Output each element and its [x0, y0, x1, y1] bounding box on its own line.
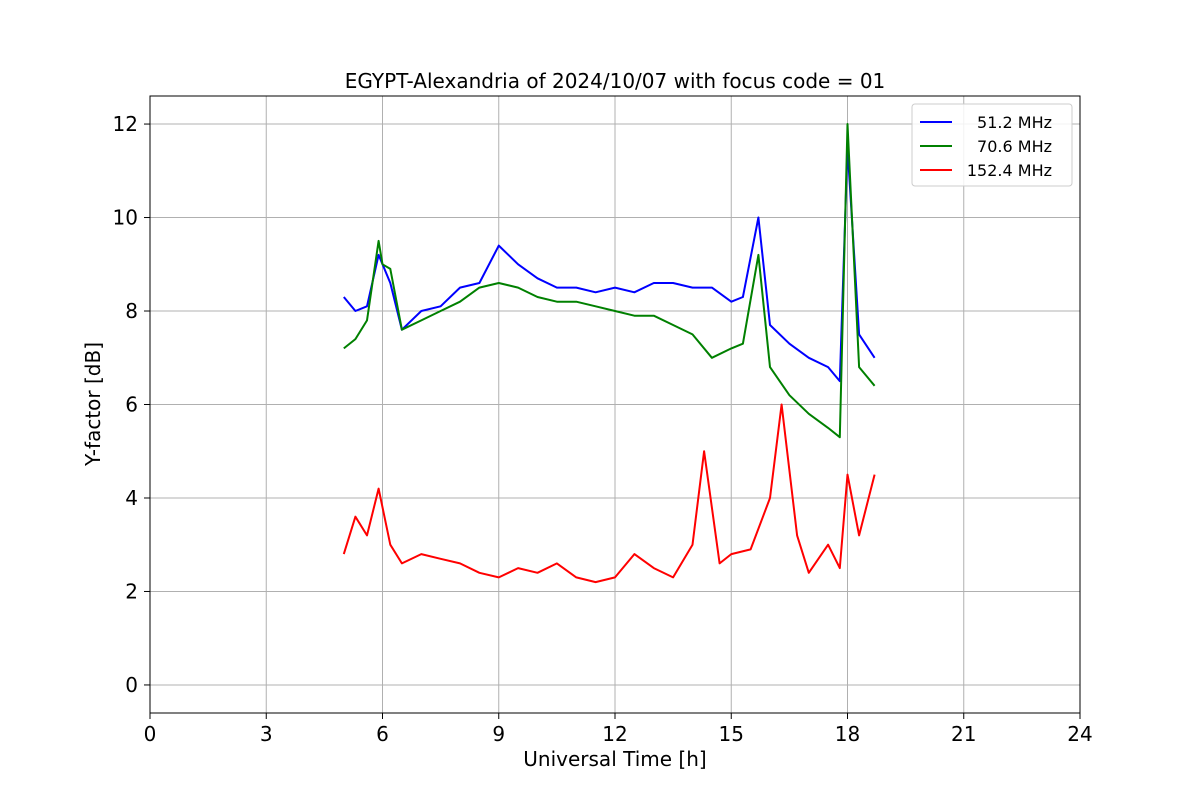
x-tick-label: 15	[719, 722, 744, 746]
legend-label-51-2-mhz: 51.2 MHz	[977, 113, 1052, 132]
series-line-51-2-mhz	[343, 146, 876, 383]
y-tick-label: 6	[125, 393, 138, 417]
x-tick-label: 3	[260, 722, 273, 746]
legend-box	[911, 103, 1073, 187]
legend: 51.2 MHz 70.6 MHz 152.4 MHz	[911, 103, 1073, 187]
x-tick-label: 21	[951, 722, 976, 746]
series-line-152-4-mhz	[342, 403, 876, 584]
x-tick-label: 9	[492, 722, 505, 746]
series-layer	[342, 123, 876, 584]
grid	[149, 96, 1081, 713]
x-tick-label: 12	[602, 722, 627, 746]
legend-label-70-6-mhz: 70.6 MHz	[977, 137, 1052, 156]
y-tick-label: 10	[113, 206, 138, 230]
x-axis-label: Universal Time [h]	[523, 747, 706, 771]
y-tick-label: 2	[125, 579, 138, 603]
x-tick-label: 6	[376, 722, 389, 746]
y-tick-label: 0	[125, 673, 138, 697]
y-tick-label: 8	[125, 299, 138, 323]
series-line-70-6-mhz	[343, 123, 876, 439]
x-tick-label: 24	[1067, 722, 1092, 746]
legend-label-152-4-mhz: 152.4 MHz	[967, 161, 1052, 180]
x-tick-label: 0	[144, 722, 157, 746]
x-tick-label: 18	[835, 722, 860, 746]
y-axis-label: Y-factor [dB]	[81, 342, 105, 467]
chart-title: EGYPT-Alexandria of 2024/10/07 with focu…	[345, 69, 886, 93]
y-tick-label: 4	[125, 486, 138, 510]
y-tick-label: 12	[113, 112, 138, 136]
